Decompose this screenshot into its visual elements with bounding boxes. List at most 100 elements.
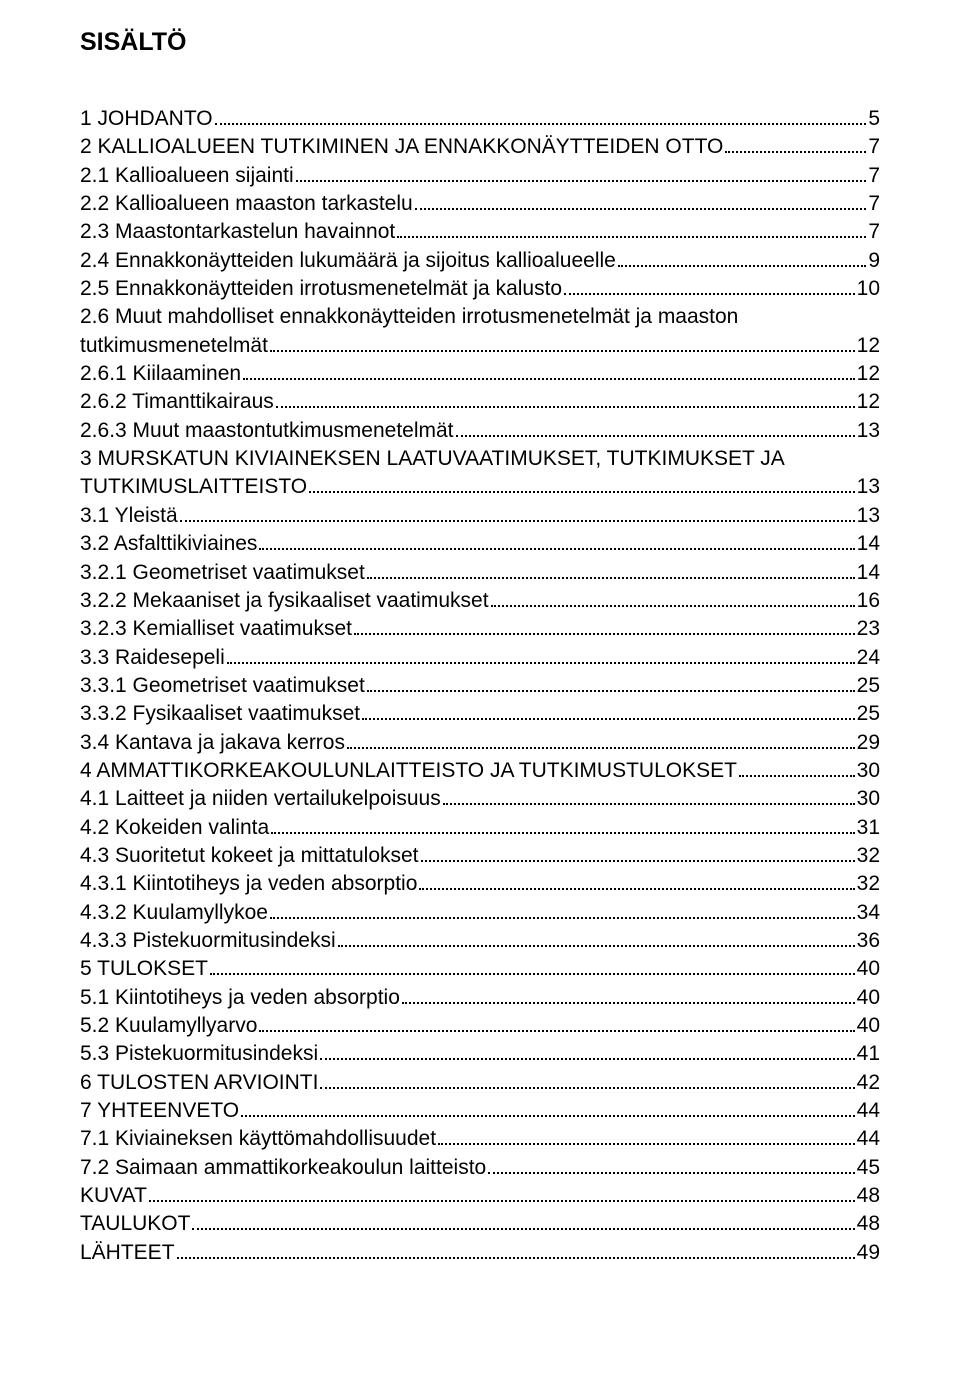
toc-entry-title: 4.1 Laitteet ja niiden vertailukelpoisuu… [80, 785, 441, 813]
toc-entry-page: 30 [857, 785, 880, 813]
toc-entry: 3.4 Kantava ja jakava kerros29 [80, 729, 880, 757]
toc-leader-dots [215, 123, 867, 125]
toc-entry-title: 3.3 Raidesepeli [80, 644, 225, 672]
toc-entry-title: KUVAT [80, 1182, 147, 1210]
toc-entry: 6 TULOSTEN ARVIOINTI42 [80, 1069, 880, 1097]
toc-leader-dots [259, 1030, 854, 1032]
toc-entry-title: 2.6.3 Muut maastontutkimusmenetelmät [80, 417, 454, 445]
toc-entry: 5.2 Kuulamyllyarvo40 [80, 1012, 880, 1040]
toc-entry-title: 4.2 Kokeiden valinta [80, 814, 269, 842]
toc-leader-dots [419, 888, 854, 890]
toc-entry-page: 24 [857, 644, 880, 672]
toc-leader-dots [177, 1257, 855, 1259]
toc-entry-page: 40 [857, 955, 880, 983]
toc-leader-dots [415, 208, 867, 210]
toc-leader-dots [338, 945, 855, 947]
toc-entry-page: 49 [857, 1239, 880, 1267]
toc-entry-title: 2.6.1 Kiilaaminen [80, 360, 241, 388]
toc-entry: 3.2.2 Mekaaniset ja fysikaaliset vaatimu… [80, 587, 880, 615]
toc-leader-dots [443, 803, 855, 805]
toc-entry: 7 YHTEENVETO 44 [80, 1097, 880, 1125]
toc-entry-page: 41 [857, 1040, 880, 1068]
toc-entry-title: 2 KALLIOALUEEN TUTKIMINEN JA ENNAKKONÄYT… [80, 133, 723, 161]
toc-leader-dots [180, 520, 855, 522]
toc-entry-title: 3.4 Kantava ja jakava kerros [80, 729, 345, 757]
toc-entry: 3.3.1 Geometriset vaatimukset25 [80, 672, 880, 700]
toc-entry-title: 2.4 Ennakkonäytteiden lukumäärä ja sijoi… [80, 247, 616, 275]
toc-entry-page: 30 [857, 757, 880, 785]
toc-leader-dots [271, 832, 855, 834]
toc-entry-page: 48 [857, 1182, 880, 1210]
toc-entry-page: 5 [868, 105, 880, 133]
toc-leader-dots [320, 1087, 854, 1089]
toc-entry: 2.5 Ennakkonäytteiden irrotusmenetelmät … [80, 275, 880, 303]
toc-entry: 3.2.1 Geometriset vaatimukset 14 [80, 559, 880, 587]
toc-leader-dots [456, 435, 855, 437]
toc-entry: 4 AMMATTIKORKEAKOULUNLAITTEISTO JA TUTKI… [80, 757, 880, 785]
toc-leader-dots [725, 151, 866, 153]
toc-entry-page: 13 [857, 417, 880, 445]
toc-leader-dots [362, 718, 855, 720]
toc-entry-page: 7 [868, 133, 880, 161]
toc-entry-title: 2.6.2 Timanttikairaus [80, 388, 274, 416]
toc-entry: 2.6 Muut mahdolliset ennakkonäytteiden i… [80, 303, 880, 331]
toc-entry: 3.2 Asfalttikiviaines14 [80, 530, 880, 558]
toc-leader-dots [259, 548, 854, 550]
toc-leader-dots [564, 293, 855, 295]
toc-entry: 7.2 Saimaan ammattikorkeakoulun laitteis… [80, 1154, 880, 1182]
toc-entry: KUVAT 48 [80, 1182, 880, 1210]
toc-entry-page: 25 [857, 700, 880, 728]
toc-entry-title: 2.3 Maastontarkastelun havainnot [80, 218, 395, 246]
toc-entry: 2.4 Ennakkonäytteiden lukumäärä ja sijoi… [80, 247, 880, 275]
toc-leader-dots [367, 577, 855, 579]
toc-entry: LÄHTEET 49 [80, 1239, 880, 1267]
toc-entry-page: 44 [857, 1097, 880, 1125]
toc-leader-dots [488, 1172, 854, 1174]
toc-entry-page: 34 [857, 899, 880, 927]
toc-entry: 4.3.3 Pistekuormitusindeksi36 [80, 927, 880, 955]
toc-entry-title: 5 TULOKSET [80, 955, 208, 983]
toc-entry: 4.2 Kokeiden valinta31 [80, 814, 880, 842]
toc-entry: 3.2.3 Kemialliset vaatimukset23 [80, 615, 880, 643]
toc-entry-page: 7 [868, 162, 880, 190]
toc-entry-title: 7 YHTEENVETO [80, 1097, 239, 1125]
toc-entry-page: 12 [857, 332, 880, 360]
toc-entry-title: 3.2.3 Kemialliset vaatimukset [80, 615, 352, 643]
toc-entry-title: 4.3 Suoritetut kokeet ja mittatulokset [80, 842, 419, 870]
toc-leader-dots [210, 973, 855, 975]
toc-entry-page: 7 [868, 218, 880, 246]
toc-entry-title: TAULUKOT [80, 1210, 190, 1238]
toc-entry-title: TUTKIMUSLAITTEISTO [80, 473, 307, 501]
toc-leader-dots [296, 180, 867, 182]
toc-entry-title: 7.2 Saimaan ammattikorkeakoulun laitteis… [80, 1154, 486, 1182]
toc-entry: TAULUKOT48 [80, 1210, 880, 1238]
toc-entry-page: 14 [857, 559, 880, 587]
toc-leader-dots [192, 1228, 854, 1230]
toc-entry: 3.1 Yleistä13 [80, 502, 880, 530]
toc-entry-page: 40 [857, 1012, 880, 1040]
toc-leader-dots [309, 491, 855, 493]
toc-entry-page: 9 [868, 247, 880, 275]
toc-entry-title: tutkimusmenetelmät [80, 332, 268, 360]
toc-entry: 4.3.1 Kiintotiheys ja veden absorptio32 [80, 870, 880, 898]
toc-leader-dots [402, 1002, 855, 1004]
toc-entry-title: 2.5 Ennakkonäytteiden irrotusmenetelmät … [80, 275, 562, 303]
toc-entry-title: 2.6 Muut mahdolliset ennakkonäytteiden i… [80, 303, 738, 331]
toc-entry-page: 16 [857, 587, 880, 615]
toc-entry-title: 3.1 Yleistä [80, 502, 178, 530]
toc-leader-dots [367, 690, 855, 692]
toc-entry-title: 2.1 Kallioalueen sijainti [80, 162, 294, 190]
toc-entry-page: 7 [868, 190, 880, 218]
toc-entry: 7.1 Kiviaineksen käyttömahdollisuudet44 [80, 1125, 880, 1153]
toc-entry-title: 3.2.1 Geometriset vaatimukset [80, 559, 365, 587]
toc-entry: 3 MURSKATUN KIVIAINEKSEN LAATUVAATIMUKSE… [80, 445, 880, 473]
toc-entry-page: 45 [857, 1154, 880, 1182]
toc-entry: 5 TULOKSET 40 [80, 955, 880, 983]
toc-entry-title: 3.2.2 Mekaaniset ja fysikaaliset vaatimu… [80, 587, 489, 615]
toc-entry-title: 3.3.2 Fysikaaliset vaatimukset [80, 700, 360, 728]
toc-entry-title: 4 AMMATTIKORKEAKOULUNLAITTEISTO JA TUTKI… [80, 757, 737, 785]
toc-entry-page: 10 [857, 275, 880, 303]
toc-leader-dots [320, 1058, 855, 1060]
toc-leader-dots [739, 775, 855, 777]
toc-entry-title: LÄHTEET [80, 1239, 175, 1267]
